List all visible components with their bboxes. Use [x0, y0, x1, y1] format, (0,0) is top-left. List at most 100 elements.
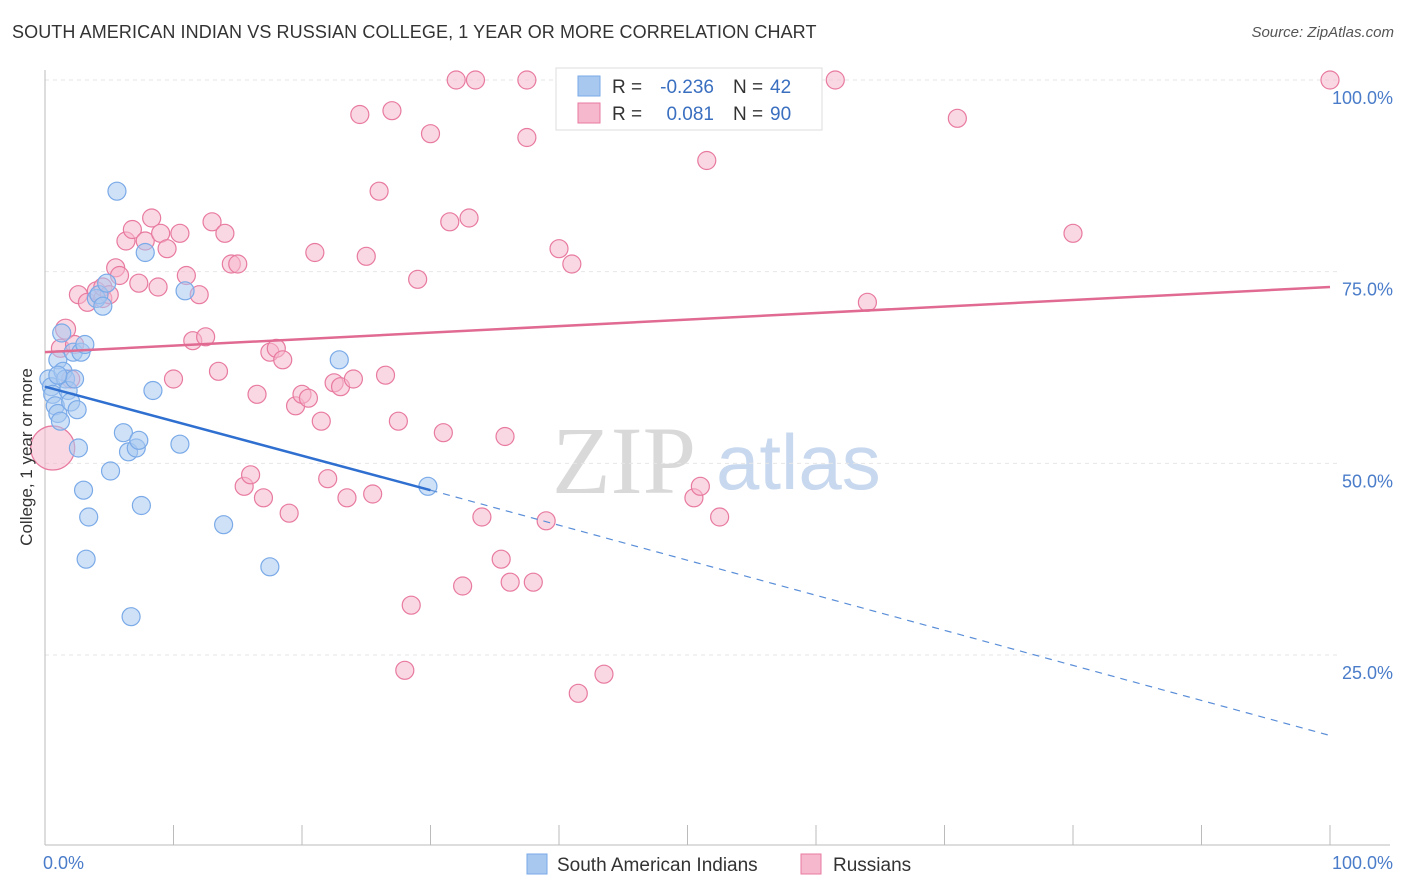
- point-series-0-8: [52, 323, 72, 343]
- point-series-1-72: [523, 572, 543, 592]
- point-series-1-20: [157, 239, 177, 259]
- tick-labels: 25.0% 50.0% 75.0% 100.0% 0.0% 100.0%: [43, 88, 1393, 873]
- x-tick-label-100: 100.0%: [1332, 853, 1393, 873]
- point-series-1-39: [279, 503, 299, 523]
- point-series-0-12: [64, 369, 85, 389]
- point-series-1-18: [148, 277, 168, 297]
- series-legend: South American Indians Russians: [526, 853, 911, 876]
- point-series-1-42: [298, 388, 319, 408]
- point-series-1-33: [241, 465, 261, 485]
- point-series-0-15: [68, 438, 89, 458]
- point-series-1-60: [420, 124, 441, 144]
- point-series-1-17: [142, 208, 162, 228]
- point-series-1-65: [459, 208, 479, 228]
- stats-n-label-pink: N =: [733, 104, 763, 125]
- point-series-0-34: [143, 380, 163, 401]
- point-series-1-88: [1320, 70, 1340, 90]
- point-series-1-87: [1063, 223, 1083, 243]
- legend-label-russians: Russians: [833, 855, 911, 876]
- watermark-zip: ZIP: [552, 407, 696, 514]
- point-series-1-66: [465, 70, 486, 90]
- point-series-1-27: [202, 212, 222, 232]
- point-series-1-64: [453, 576, 473, 596]
- point-series-1-38: [273, 350, 293, 370]
- point-series-1-28: [208, 361, 229, 381]
- point-series-1-69: [495, 426, 515, 447]
- point-series-0-39: [329, 350, 349, 370]
- point-series-1-74: [549, 239, 569, 259]
- point-series-0-41: [48, 365, 68, 385]
- point-series-1-89: [517, 70, 537, 90]
- source-credit: Source: ZipAtlas.com: [1251, 24, 1394, 41]
- y-axis-title: College, 1 year or more: [17, 368, 36, 546]
- point-series-0-25: [100, 461, 121, 481]
- legend-swatch-russians: [800, 853, 822, 875]
- stats-n-value-blue: 42: [770, 77, 791, 98]
- point-series-1-75: [562, 254, 582, 274]
- point-series-1-80: [690, 476, 710, 496]
- watermark-atlas: atlas: [716, 418, 881, 506]
- stats-r-label-pink: R =: [612, 104, 642, 125]
- point-series-1-21: [163, 369, 184, 389]
- point-series-0-29: [121, 607, 141, 627]
- stats-r-value-pink: 0.081: [666, 104, 714, 125]
- point-series-0-27: [113, 423, 133, 443]
- point-series-1-34: [247, 384, 267, 404]
- point-series-0-40: [418, 476, 438, 496]
- point-series-0-24: [97, 273, 117, 293]
- stats-r-value-blue: -0.236: [660, 77, 714, 98]
- stats-r-label-blue: R =: [612, 77, 642, 98]
- point-series-1-85: [857, 292, 878, 312]
- point-series-1-61: [433, 423, 453, 443]
- point-series-1-54: [375, 365, 396, 385]
- point-series-1-57: [395, 660, 415, 680]
- series-layer: [30, 70, 1340, 703]
- trend-line-south-american-indians: [44, 385, 431, 492]
- trend-extension-south-american-indians: [430, 489, 1331, 737]
- point-series-1-71: [517, 127, 537, 148]
- trend-line-russians: [44, 285, 1331, 354]
- point-series-1-81: [697, 150, 717, 171]
- point-series-1-35: [253, 488, 274, 508]
- point-series-1-26: [196, 327, 216, 347]
- y-tick-label-50: 50.0%: [1342, 471, 1393, 491]
- point-series-1-31: [228, 254, 248, 274]
- point-series-0-35: [170, 434, 190, 454]
- point-series-1-56: [388, 411, 408, 431]
- stats-n-label-blue: N =: [733, 77, 763, 98]
- point-series-0-32: [131, 495, 151, 516]
- y-tick-label-25: 25.0%: [1342, 663, 1393, 683]
- point-series-0-36: [175, 281, 195, 301]
- point-series-0-20: [76, 549, 96, 569]
- point-series-1-63: [446, 70, 466, 90]
- point-series-1-68: [491, 549, 511, 569]
- series-1: [30, 70, 1340, 703]
- point-series-1-82: [710, 507, 730, 527]
- point-series-1-48: [337, 488, 357, 508]
- point-series-1-14: [122, 219, 142, 240]
- point-series-1-51: [356, 246, 376, 266]
- stats-legend: R = -0.236 N = 42 R = 0.081 N = 90: [555, 67, 823, 131]
- point-series-1-84: [825, 70, 845, 90]
- point-series-1-77: [594, 664, 614, 684]
- point-series-0-18: [73, 480, 94, 500]
- gridlines: [45, 79, 1340, 656]
- point-series-1-50: [350, 104, 370, 125]
- point-series-1-70: [500, 572, 520, 592]
- point-series-0-19: [79, 507, 99, 527]
- stats-swatch-blue: [577, 75, 601, 97]
- point-series-1-52: [363, 484, 383, 504]
- point-series-0-31: [129, 430, 149, 450]
- y-tick-label-75: 75.0%: [1342, 280, 1393, 300]
- legend-label-south-american-indians: South American Indians: [557, 855, 758, 876]
- point-series-0-5: [50, 411, 71, 431]
- point-series-1-67: [472, 507, 492, 527]
- point-series-1-58: [401, 595, 421, 615]
- point-series-0-26: [107, 181, 127, 201]
- point-series-0-38: [260, 557, 280, 577]
- point-series-0-33: [135, 242, 155, 263]
- legend-swatch-south-american-indians: [526, 853, 548, 875]
- point-series-1-15: [129, 273, 149, 293]
- point-series-1-86: [947, 108, 967, 128]
- series-0: [39, 181, 438, 627]
